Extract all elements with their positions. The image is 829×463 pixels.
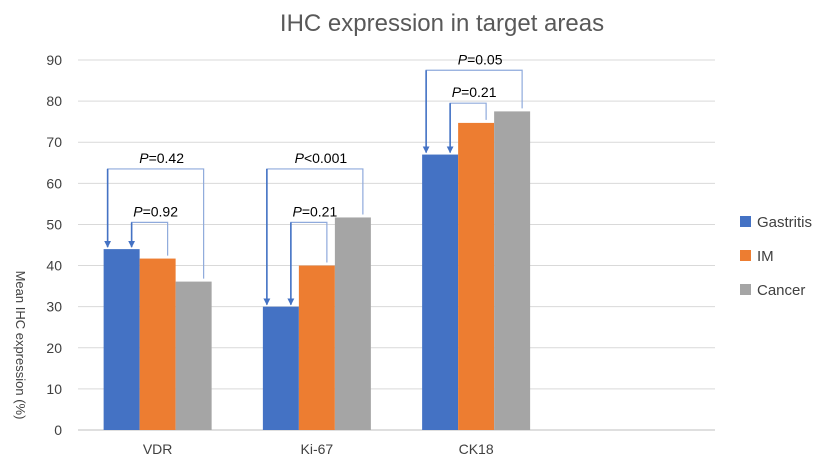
p-value-symbol: P [292, 203, 302, 219]
legend-swatch [740, 250, 751, 261]
p-value-symbol: P [139, 150, 149, 166]
legend-swatch [740, 284, 751, 295]
bars [103, 111, 531, 431]
y-tick-label: 60 [46, 175, 62, 191]
x-axis-labels: VDR Ki-67 CK18 [143, 441, 494, 457]
p-value-label: P<0.001 [295, 150, 348, 166]
bar [175, 281, 212, 430]
p-value-label: P=0.21 [292, 203, 337, 219]
legend-label: Gastritis [757, 214, 812, 231]
p-value-text: =0.05 [467, 51, 503, 67]
bar [103, 249, 140, 430]
bar [458, 122, 495, 431]
p-value-text: =0.21 [461, 84, 497, 100]
p-value-label: P=0.21 [452, 84, 497, 100]
bar [334, 217, 371, 430]
p-value-symbol: P [452, 84, 462, 100]
p-value-symbol: P [295, 150, 305, 166]
bar [494, 111, 531, 430]
y-tick-label: 0 [54, 422, 62, 438]
p-value-text: =0.21 [302, 203, 338, 219]
p-value-text: <0.001 [304, 150, 347, 166]
p-value-text: =0.92 [143, 203, 179, 219]
x-tick-label: Ki-67 [301, 441, 334, 457]
y-tick-label: 40 [46, 258, 62, 274]
p-value-symbol: P [458, 51, 468, 67]
bar [262, 306, 299, 430]
bar [422, 154, 459, 431]
x-tick-label: CK18 [459, 441, 494, 457]
p-value-label: P=0.05 [458, 51, 503, 67]
y-tick-label: 10 [46, 381, 62, 397]
y-axis-label: Mean IHC expression (%) [13, 271, 28, 420]
legend-label: Cancer [757, 282, 805, 299]
p-value-label: P=0.92 [133, 203, 178, 219]
bar [139, 258, 176, 430]
chart-title: IHC expression in target areas [280, 10, 604, 37]
p-value-text: =0.42 [149, 150, 185, 166]
legend: Gastritis IM Cancer [740, 214, 812, 299]
legend-swatch [740, 216, 751, 227]
x-tick-label: VDR [143, 441, 173, 457]
bar [298, 265, 335, 430]
y-tick-label: 30 [46, 299, 62, 315]
legend-label: IM [757, 248, 774, 265]
y-tick-label: 80 [46, 93, 62, 109]
y-tick-label: 50 [46, 216, 62, 232]
p-value-label: P=0.42 [139, 150, 184, 166]
y-axis-ticks: 0 10 20 30 40 50 60 70 80 90 [46, 52, 62, 438]
y-tick-label: 20 [46, 340, 62, 356]
y-tick-label: 90 [46, 52, 62, 68]
y-tick-label: 70 [46, 134, 62, 150]
p-value-symbol: P [133, 203, 143, 219]
